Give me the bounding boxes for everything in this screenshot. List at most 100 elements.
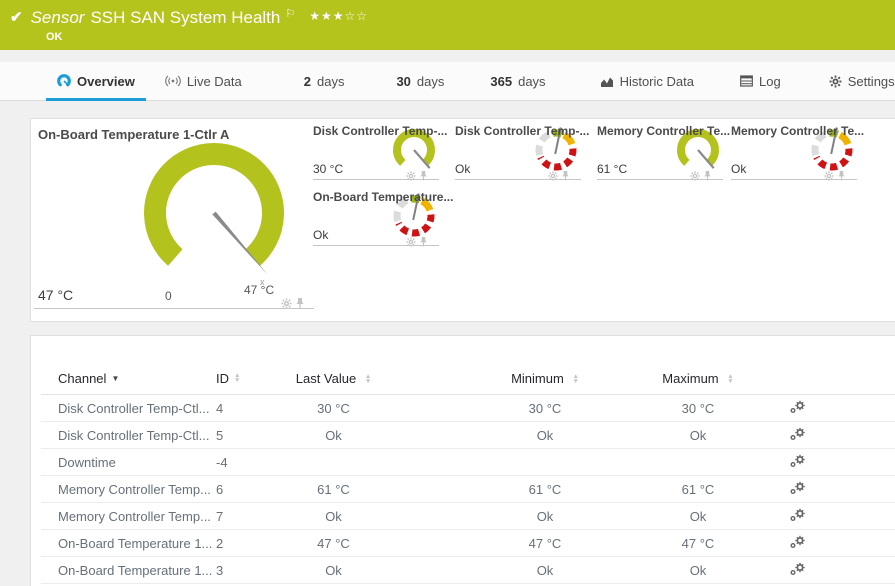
tab-settings[interactable]: Settings [829, 62, 895, 101]
column-header-maximum[interactable]: Maximum ▲ ▼ [654, 371, 742, 386]
gear-icon[interactable] [548, 170, 558, 181]
main-gauge-max-label: 47 °C [244, 283, 275, 297]
tile-value: Ok [455, 162, 471, 176]
minimum-value: 47 °C [528, 535, 562, 551]
gauge-tile: On-Board Temperature... Ok [313, 188, 453, 248]
channel-name: Disk Controller Temp-Ctl... [58, 400, 210, 416]
sort-both-icon: ▲ ▼ [234, 372, 241, 384]
gear-icon[interactable] [281, 297, 292, 309]
channel-name: Downtime [58, 454, 116, 470]
sort-desc-icon: ▼ [111, 373, 120, 383]
channel-name: Disk Controller Temp-Ctl... [58, 427, 210, 443]
tile-title: Disk Controller Temp-... [455, 124, 590, 138]
column-header-channel[interactable]: Channel ▼ [41, 371, 216, 386]
channel-settings-icon[interactable] [789, 427, 806, 441]
small-gauge-green [393, 129, 435, 169]
needle-tip-marker: x [260, 277, 265, 287]
tile-title: Memory Controller Te... [597, 124, 731, 138]
column-label: Maximum [662, 370, 719, 386]
tab-label: Log [758, 73, 781, 89]
sensor-kind-label: Sensor [30, 8, 85, 27]
maximum-value: Ok [689, 427, 707, 443]
gauge-tile: Disk Controller Temp-... 30 °C [313, 122, 447, 182]
column-label: Last Value [295, 370, 357, 386]
table-row: Disk Controller Temp-Ctl... 5 Ok Ok Ok [41, 422, 895, 449]
maximum-value: 61 °C [681, 481, 715, 497]
channel-name: Memory Controller Temp... [58, 508, 211, 524]
minimum-value: Ok [536, 427, 554, 443]
gear-icon [829, 75, 842, 87]
column-header-last-value[interactable]: Last Value ▲ ▼ [261, 371, 406, 386]
channel-settings-icon[interactable] [789, 508, 806, 522]
maximum-value: Ok [689, 508, 707, 524]
tab-365-days[interactable]: 365 days [490, 62, 545, 101]
tab-label: days [416, 73, 445, 89]
tab-bar: Overview Live Data 2 days 30 days 365 days [0, 62, 895, 101]
pin-icon[interactable] [295, 297, 305, 309]
gauges-panel: On-Board Temperature 1-Ctlr A x 47 °C 0 … [30, 118, 895, 322]
tab-label: Historic Data [619, 73, 694, 89]
tab-label-number: 30 [396, 73, 411, 89]
column-header-id[interactable]: ID ▲ ▼ [216, 371, 261, 386]
channel-name: On-Board Temperature 1... [58, 562, 213, 578]
priority-stars[interactable]: ★★★☆☆ [309, 9, 368, 23]
last-value: Ok [325, 427, 342, 443]
channels-table: Channel ▼ ID ▲ ▼ Last Value ▲ ▼ Minimum ▲ ▼ [41, 362, 895, 584]
minimum-value: 61 °C [528, 481, 562, 497]
table-header-row: Channel ▼ ID ▲ ▼ Last Value ▲ ▼ Minimum ▲ ▼ [41, 362, 895, 395]
channel-settings-icon[interactable] [789, 454, 806, 468]
column-label: ID [216, 370, 229, 386]
tab-label: Live Data [186, 73, 242, 89]
channel-id: 4 [216, 400, 224, 416]
tab-historic-data[interactable]: Historic Data [600, 62, 694, 101]
table-row: On-Board Temperature 1... 2 47 °C 47 °C … [41, 530, 895, 557]
channel-id: 5 [216, 427, 224, 443]
tile-value: Ok [731, 162, 747, 176]
tab-label-number: 2 [303, 73, 311, 89]
small-gauge-segmented [811, 127, 853, 171]
minimum-value: Ok [536, 562, 554, 578]
column-header-minimum[interactable]: Minimum ▲ ▼ [436, 371, 654, 386]
channel-settings-icon[interactable] [789, 562, 806, 576]
tile-divider [313, 245, 439, 246]
channel-settings-icon[interactable] [789, 535, 806, 549]
channel-settings-icon[interactable] [789, 400, 806, 414]
sort-both-icon: ▲ ▼ [572, 373, 579, 386]
favorite-flag-icon[interactable]: ⚐ [285, 8, 296, 20]
sort-both-icon: ▲ ▼ [727, 373, 734, 386]
table-row: Disk Controller Temp-Ctl... 4 30 °C 30 °… [41, 395, 895, 422]
main-gauge-title: On-Board Temperature 1-Ctlr A [38, 127, 230, 142]
channel-id: 2 [216, 535, 224, 551]
main-gauge-min-label: 0 [165, 289, 172, 303]
tab-30-days[interactable]: 30 days [396, 62, 444, 101]
channel-id: 7 [216, 508, 224, 524]
column-label: Minimum [511, 370, 564, 386]
tab-label: Settings [847, 73, 895, 89]
gauge-icon [57, 74, 71, 87]
status-check-icon: ✔ [10, 9, 23, 26]
tile-divider [597, 179, 723, 180]
tile-title: Disk Controller Temp-... [313, 124, 448, 138]
last-value: Ok [325, 562, 342, 578]
tab-overview[interactable]: Overview [46, 62, 146, 101]
table-row: Memory Controller Temp... 7 Ok Ok Ok [41, 503, 895, 530]
stars-filled-icon: ★★★ [309, 9, 345, 23]
tab-label: days [518, 73, 546, 89]
tab-log[interactable]: Log [740, 62, 781, 101]
table-row: On-Board Temperature 1... 3 Ok Ok Ok [41, 557, 895, 584]
tab-2-days[interactable]: 2 days [304, 62, 345, 101]
tile-value: 30 °C [313, 162, 344, 176]
gear-icon[interactable] [406, 236, 416, 247]
last-value: Ok [325, 508, 342, 524]
tab-live-data[interactable]: Live Data [164, 62, 242, 101]
channels-table-panel: Channel ▼ ID ▲ ▼ Last Value ▲ ▼ Minimum ▲ ▼ [30, 335, 895, 586]
tile-divider [313, 179, 439, 180]
main-gauge-value: 47 °C [38, 287, 74, 303]
channel-settings-icon[interactable] [789, 481, 806, 495]
channel-id: -4 [216, 454, 228, 470]
channel-id: 6 [216, 481, 224, 497]
gear-icon[interactable] [824, 170, 834, 181]
tile-divider [731, 179, 857, 180]
sensor-header: ✔ Sensor SSH SAN System Health ⚐ ★★★☆☆ O… [0, 0, 895, 50]
